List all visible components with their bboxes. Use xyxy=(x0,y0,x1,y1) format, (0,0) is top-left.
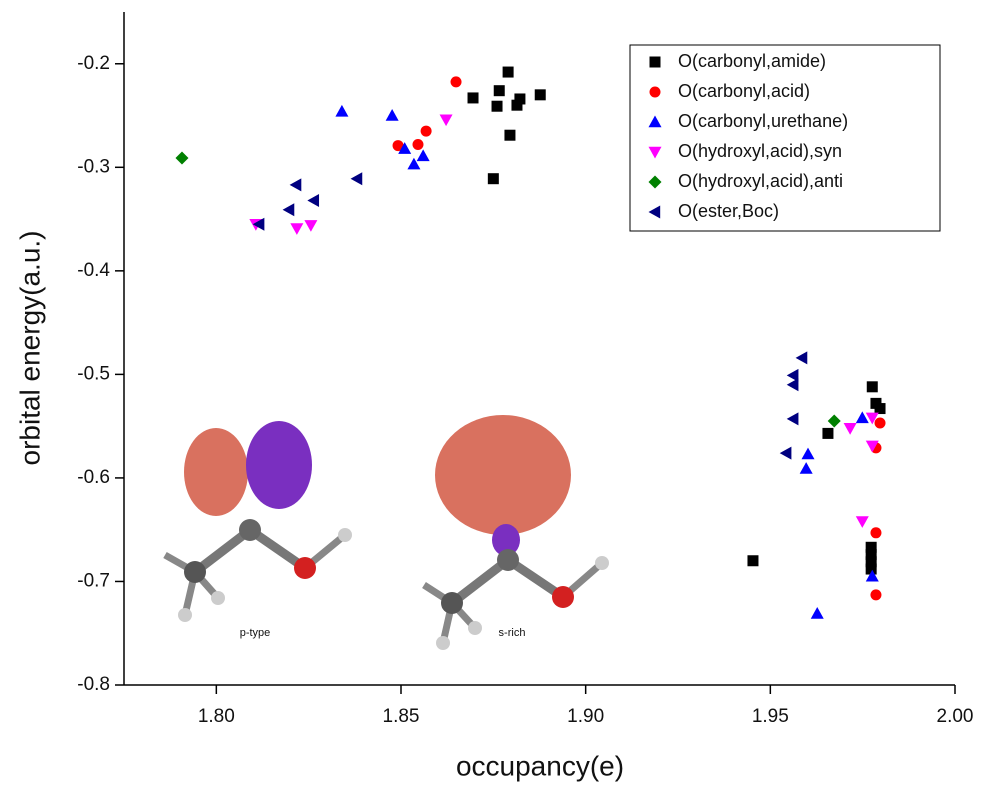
point xyxy=(304,220,318,232)
legend-label: O(carbonyl,amide) xyxy=(678,51,826,71)
legend-label: O(carbonyl,acid) xyxy=(678,81,810,101)
point xyxy=(870,589,882,601)
point xyxy=(747,555,759,567)
point xyxy=(504,129,516,141)
x-axis-title: occupancy(e) xyxy=(456,750,624,781)
point xyxy=(290,223,304,235)
legend-label: O(ester,Boc) xyxy=(678,201,779,221)
point xyxy=(467,92,479,104)
point xyxy=(335,104,349,117)
point xyxy=(799,462,813,474)
point xyxy=(866,381,878,393)
point xyxy=(511,99,523,111)
point xyxy=(827,414,841,428)
annotation: s-rich xyxy=(499,627,526,639)
legend-marker xyxy=(648,175,662,189)
point xyxy=(865,563,877,575)
point xyxy=(795,351,808,365)
point xyxy=(801,447,815,460)
point xyxy=(420,125,432,137)
y-tick-label: -0.5 xyxy=(77,363,110,384)
x-tick-label: 1.95 xyxy=(752,706,789,727)
point xyxy=(870,527,882,539)
point xyxy=(865,549,877,561)
point xyxy=(865,412,879,425)
point xyxy=(407,157,421,170)
legend-label: O(hydroxyl,acid),anti xyxy=(678,171,843,191)
point xyxy=(810,607,824,619)
point xyxy=(487,173,499,185)
y-tick-label: -0.4 xyxy=(77,260,110,281)
point xyxy=(855,411,869,424)
point xyxy=(865,541,877,553)
legend-box xyxy=(629,44,941,232)
legend-marker xyxy=(648,205,661,219)
x-tick-label: 1.90 xyxy=(567,706,604,727)
legend-label: O(carbonyl,urethane) xyxy=(678,111,848,131)
point xyxy=(865,440,879,453)
legend-label: O(hydroxyl,acid),syn xyxy=(678,141,842,161)
inset-p-type xyxy=(163,421,352,622)
inset-s-rich xyxy=(422,415,609,650)
point xyxy=(398,142,412,154)
x-tick-label: 2.00 xyxy=(937,706,974,727)
point xyxy=(786,368,799,382)
point xyxy=(175,151,189,165)
point xyxy=(491,100,503,112)
legend-marker xyxy=(648,146,662,159)
point xyxy=(416,149,430,162)
y-tick-label: -0.8 xyxy=(77,674,110,695)
legend-marker xyxy=(648,115,662,128)
point xyxy=(350,172,363,186)
point xyxy=(502,66,514,78)
y-tick-label: -0.6 xyxy=(77,467,110,488)
point xyxy=(786,378,799,392)
point xyxy=(450,76,462,88)
point xyxy=(779,446,792,460)
point xyxy=(289,178,302,192)
y-tick-label: -0.3 xyxy=(77,156,110,177)
point xyxy=(855,516,869,528)
point xyxy=(786,412,799,426)
point xyxy=(307,193,320,207)
point xyxy=(439,114,453,127)
legend-marker xyxy=(649,56,661,68)
point xyxy=(493,85,505,97)
point xyxy=(865,569,879,582)
x-tick-label: 1.80 xyxy=(198,706,235,727)
point xyxy=(865,556,877,568)
x-tick-label: 1.85 xyxy=(383,706,420,727)
point xyxy=(843,423,857,435)
point xyxy=(822,427,834,439)
point xyxy=(874,403,886,415)
y-tick-label: -0.7 xyxy=(77,570,110,591)
y-tick-label: -0.2 xyxy=(77,53,110,74)
legend-marker xyxy=(649,86,661,98)
point xyxy=(392,140,404,152)
point xyxy=(514,93,526,105)
point xyxy=(412,139,424,151)
point xyxy=(874,417,886,429)
annotation: p-type xyxy=(240,627,271,639)
point xyxy=(282,203,295,217)
point xyxy=(252,217,265,231)
y-axis-title: orbital energy(a.u.) xyxy=(14,230,45,465)
point xyxy=(534,89,546,101)
point xyxy=(385,109,399,121)
